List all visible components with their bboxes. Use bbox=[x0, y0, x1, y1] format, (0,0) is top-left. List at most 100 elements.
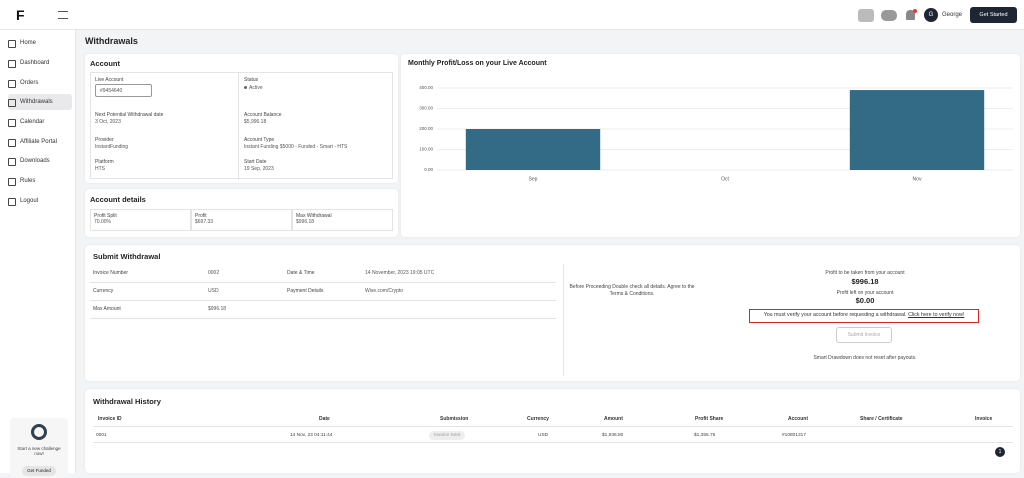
field-label: Max Amount bbox=[93, 306, 121, 312]
nav-label: Rules bbox=[20, 178, 36, 184]
profit-taken: $996.18 bbox=[851, 277, 879, 286]
column-header[interactable]: Invoice ID bbox=[98, 416, 122, 422]
column-header: Amount bbox=[604, 416, 623, 422]
notification-icon[interactable] bbox=[906, 10, 915, 20]
field-value: $5,996.18 bbox=[244, 119, 267, 125]
promo-icon bbox=[31, 424, 47, 440]
column-header: Share / Certificate bbox=[860, 416, 903, 422]
row-divider bbox=[90, 318, 556, 319]
y-tick-label: 200.00 bbox=[419, 126, 433, 131]
column-header: Date bbox=[319, 416, 330, 422]
submit-button[interactable]: Submit Invoice bbox=[836, 327, 892, 343]
account-card: Account Live Account #9454640 Status Act… bbox=[85, 54, 398, 183]
x-tick-label: Sep bbox=[529, 176, 538, 182]
y-tick-label: 0.00 bbox=[424, 167, 433, 172]
cell: $1,355.76 bbox=[694, 433, 716, 438]
note: Before Proceeding Double check all detai… bbox=[569, 284, 695, 297]
row-divider bbox=[93, 442, 1013, 443]
nav-label: Dashboard bbox=[20, 60, 50, 66]
cell: #10801317 bbox=[782, 433, 807, 438]
account-details-card: Account details Profit Split 70.00% Profi… bbox=[85, 189, 398, 237]
row-divider bbox=[90, 282, 556, 283]
cell: 14 Nov, 23 04:11:44 bbox=[290, 433, 333, 438]
detail-cell: Max Withdrawal $996.18 bbox=[292, 209, 393, 231]
avatar[interactable]: G bbox=[924, 8, 938, 22]
field-value: USD bbox=[208, 288, 219, 294]
profit-left-label: Profit left on your account bbox=[836, 290, 894, 296]
promo-text: Start a new challenge now! bbox=[17, 446, 61, 456]
detail-cell: Profit Split 70.00% bbox=[90, 209, 191, 231]
account-select[interactable]: #9454640 bbox=[95, 84, 152, 97]
cell: USD bbox=[538, 433, 549, 438]
column-header: Submission bbox=[440, 416, 469, 422]
menu-toggle[interactable] bbox=[58, 11, 68, 19]
field-label: Payment Details bbox=[287, 288, 324, 294]
nav-item[interactable]: Calendar bbox=[8, 114, 72, 130]
column-header: Profit Share bbox=[695, 416, 724, 422]
nav-item[interactable]: Dashboard bbox=[8, 55, 72, 71]
field-label: Next Potential Withdrawal date bbox=[95, 112, 164, 118]
nav-label: Home bbox=[20, 40, 37, 46]
field-value: 3 Oct, 2023 bbox=[95, 119, 121, 125]
status-dot bbox=[244, 86, 247, 89]
field-label: Profit bbox=[195, 213, 207, 219]
nav-item-active[interactable]: Withdrawals bbox=[8, 94, 72, 110]
community-icon[interactable] bbox=[858, 9, 874, 22]
field-label: Start Date bbox=[244, 159, 267, 165]
field-label: Max Withdrawal bbox=[296, 213, 332, 219]
nav-label: Withdrawals bbox=[20, 99, 53, 105]
x-tick-label: Oct bbox=[721, 176, 729, 182]
status-value: Active bbox=[249, 85, 263, 91]
field-value: Instant Funding $5000 - Funded - Smart -… bbox=[244, 144, 348, 150]
notification-dot bbox=[913, 9, 917, 13]
cell: $1,936.80 bbox=[602, 433, 624, 438]
nav-item[interactable]: Downloads bbox=[8, 153, 72, 169]
field-value: $697.33 bbox=[195, 219, 214, 225]
field-value: Wise.com/Crypto bbox=[365, 288, 404, 294]
field-label: Account Type bbox=[244, 137, 275, 143]
nav-item[interactable]: Home bbox=[8, 35, 72, 51]
field-value: $996.18 bbox=[208, 306, 227, 312]
cell: 0001 bbox=[96, 433, 107, 438]
get-started-button[interactable]: Get Started bbox=[970, 7, 1017, 23]
card-title: Withdrawal History bbox=[93, 397, 161, 406]
row-divider bbox=[93, 426, 1013, 427]
nav-item[interactable]: Orders bbox=[8, 75, 72, 91]
profit-taken-label: Profit to be taken from your account bbox=[825, 270, 905, 276]
field-label: Status bbox=[244, 77, 259, 83]
nav-item[interactable]: Affiliate Portal bbox=[8, 134, 72, 150]
account-grid: Live Account #9454640 Status Active Next… bbox=[90, 72, 393, 180]
discord-icon[interactable] bbox=[881, 10, 897, 21]
nav-label: Calendar bbox=[20, 119, 45, 125]
field-label: Platform bbox=[95, 159, 114, 165]
verify-link[interactable]: Click here to verify now! bbox=[908, 312, 965, 318]
chart: Monthly Profit/Loss on your Live Account… bbox=[408, 60, 1013, 182]
field-label: Invoice Number bbox=[93, 270, 129, 276]
profit-left: $0.00 bbox=[855, 296, 875, 305]
status-pill: Invoice Sent bbox=[429, 431, 466, 440]
y-tick-label: 400.00 bbox=[419, 85, 433, 90]
column-header: Account bbox=[788, 416, 808, 422]
page-button[interactable]: 1 bbox=[995, 447, 1005, 457]
chart-card: Monthly Profit/Loss on your Live Account… bbox=[401, 54, 1020, 237]
field-label: Profit Split bbox=[94, 213, 117, 219]
nav-label: Logout bbox=[20, 198, 39, 204]
nav-item[interactable]: Logout bbox=[8, 193, 72, 209]
field-value: 0002 bbox=[208, 270, 220, 276]
verify-warning: You must verify your account before requ… bbox=[749, 309, 979, 323]
user-name[interactable]: George bbox=[942, 12, 963, 18]
column-header: Invoice bbox=[975, 416, 993, 422]
field-value: InstantFunding bbox=[95, 144, 129, 150]
page-title: Withdrawals bbox=[85, 36, 138, 46]
field-value: 70.00% bbox=[94, 219, 111, 225]
nav-label: Downloads bbox=[20, 158, 50, 164]
field-value: 19 Sep, 2023 bbox=[244, 166, 274, 172]
bar bbox=[849, 90, 985, 170]
field-value: 14 November, 2023 19:05 UTC bbox=[365, 270, 435, 276]
bar bbox=[465, 129, 601, 170]
promo-button[interactable]: Get Funded bbox=[22, 466, 56, 476]
column-header: Currency bbox=[527, 416, 549, 422]
logo[interactable]: F bbox=[16, 7, 25, 23]
row-divider bbox=[90, 300, 556, 301]
nav-item[interactable]: Rules bbox=[8, 173, 72, 189]
